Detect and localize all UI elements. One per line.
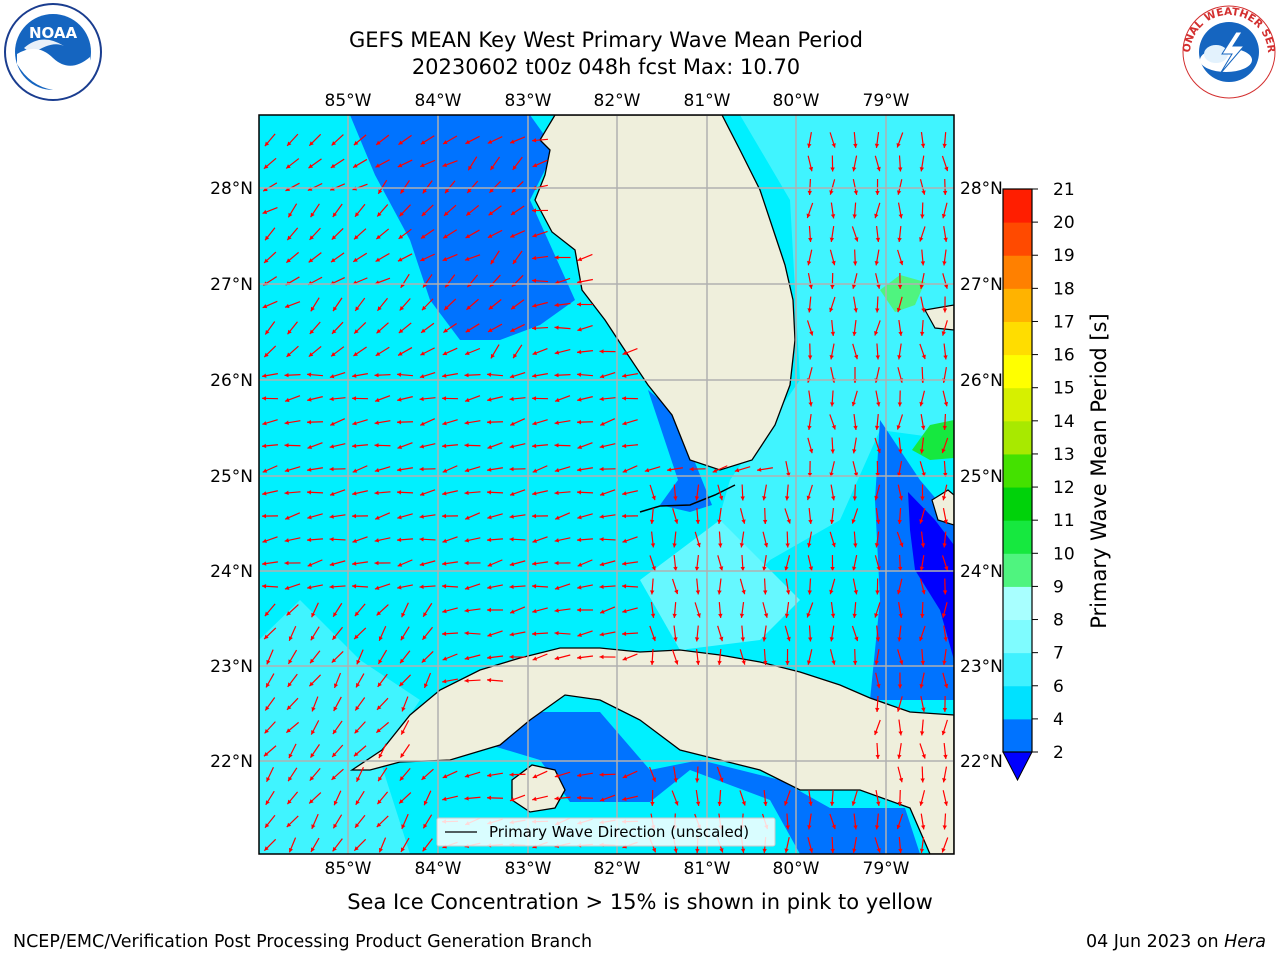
legend-label: Primary Wave Direction (unscaled)	[489, 823, 749, 841]
lon-label-bottom: 85°W	[325, 859, 372, 879]
colorbar-tick-label: 10	[1053, 544, 1075, 564]
colorbar-tick-label: 11	[1053, 511, 1075, 531]
noaa-logo-icon: NOAA	[4, 3, 102, 101]
colorbar-segment	[1003, 288, 1032, 322]
colorbar-segment	[1003, 718, 1032, 753]
isla-juventud	[511, 764, 566, 813]
field-2-4-straits	[870, 420, 954, 700]
colorbar-frame	[1002, 188, 1033, 753]
colorbar-tick-label: 20	[1053, 213, 1075, 233]
colorbar-segment	[1003, 321, 1032, 356]
colorbar-tick-label: 18	[1053, 279, 1075, 299]
colorbar: 2 4 6 7 8 9 10 11 12 13 14 15 16 17 18 19 20 21	[1002, 180, 1075, 782]
colorbar-segment	[1003, 586, 1032, 621]
lat-label-right: 27°N	[960, 275, 1003, 295]
lon-labels-bottom: 85°W 84°W 83°W 82°W 81°W 80°W 79°W	[325, 859, 910, 879]
map-legend: Primary Wave Direction (unscaled)	[436, 817, 776, 847]
lon-label-top: 81°W	[684, 91, 731, 111]
lat-label-left: 23°N	[210, 657, 253, 677]
colorbar-label: Primary Wave Mean Period [s]	[1087, 313, 1111, 629]
colorbar-segment	[1003, 354, 1032, 389]
colorbar-extend-arrow	[1002, 751, 1033, 782]
lon-label-bottom: 80°W	[773, 859, 820, 879]
graticule	[259, 115, 954, 854]
colorbar-tick-label: 21	[1053, 180, 1075, 200]
lon-label-bottom: 83°W	[505, 859, 552, 879]
noaa-logo-text: NOAA	[29, 24, 78, 42]
colorbar-tick-label: 17	[1053, 312, 1075, 332]
field-2-4-cuba-south	[490, 712, 920, 854]
colorbar-segment	[1003, 222, 1032, 256]
colorbar-tick-label: 7	[1053, 644, 1064, 664]
colorbar-tick-label: 4	[1053, 710, 1064, 730]
cuba-land	[349, 647, 954, 854]
lon-label-top: 83°W	[505, 91, 552, 111]
nws-logo-icon: NATIONAL WEATHER SERVICE	[1178, 2, 1277, 99]
colorbar-segment	[1003, 520, 1032, 554]
field-2-4-keys	[648, 390, 712, 512]
lon-labels-top: 85°W 84°W 83°W 82°W 81°W 80°W 79°W	[325, 91, 910, 111]
colorbar-tick-label: 9	[1053, 577, 1064, 597]
colorbar-segment	[1003, 652, 1032, 687]
colorbar-segment	[1003, 487, 1032, 521]
lat-label-right: 28°N	[960, 179, 1003, 199]
colorbar-tick-label: 2	[1053, 743, 1064, 763]
colorbar-segment	[1003, 685, 1032, 720]
colorbar-segment	[1003, 619, 1032, 654]
colorbar-segment	[1003, 189, 1032, 223]
lat-label-left: 28°N	[210, 179, 253, 199]
lat-labels-right: 28°N 27°N 26°N 25°N 24°N 23°N 22°N	[960, 179, 1003, 772]
footer-date-text: 04 Jun 2023 on	[1085, 932, 1225, 952]
colorbar-tick-label: 12	[1053, 478, 1075, 498]
colorbar-segment	[1003, 420, 1032, 455]
lat-label-right: 26°N	[960, 371, 1003, 391]
lat-labels-left: 28°N 27°N 26°N 25°N 24°N 23°N 22°N	[210, 179, 253, 772]
lon-label-top: 82°W	[594, 91, 641, 111]
colorbar-tick-label: 6	[1053, 677, 1064, 697]
lon-label-top: 85°W	[325, 91, 372, 111]
colorbar-segment	[1003, 553, 1032, 587]
lat-label-left: 24°N	[210, 562, 253, 582]
lat-label-left: 26°N	[210, 371, 253, 391]
map-subtitle: 20230602 t00z 048h fcst Max: 10.70	[411, 55, 801, 79]
lon-label-bottom: 84°W	[415, 859, 462, 879]
colorbar-tick-label: 8	[1053, 611, 1064, 631]
map-frame	[258, 114, 955, 855]
colorbar-tick-label: 15	[1053, 379, 1075, 399]
colorbar-tick-label: 19	[1053, 246, 1075, 266]
footer-host: Hera	[1224, 932, 1266, 952]
lat-label-right: 25°N	[960, 467, 1003, 487]
lon-label-top: 79°W	[863, 91, 910, 111]
lat-label-left: 22°N	[210, 752, 253, 772]
sea-ice-note: Sea Ice Concentration > 15% is shown in …	[347, 890, 933, 914]
lon-label-bottom: 81°W	[684, 859, 731, 879]
florida-land	[534, 115, 796, 471]
lon-label-bottom: 79°W	[863, 859, 910, 879]
colorbar-segment	[1003, 453, 1032, 488]
colorbar-tick-label: 14	[1053, 412, 1075, 432]
wave-direction-arrows	[261, 131, 949, 854]
lon-label-bottom: 82°W	[594, 859, 641, 879]
footer-date: 04 Jun 2023 on Hera	[1086, 932, 1266, 952]
colorbar-tick-label: 13	[1053, 445, 1075, 465]
lat-label-left: 27°N	[210, 275, 253, 295]
colorbar-tick-label: 16	[1053, 346, 1075, 366]
colorbar-segment	[1003, 387, 1032, 422]
colorbar-segment	[1003, 255, 1032, 289]
lat-label-right: 22°N	[960, 752, 1003, 772]
lon-label-top: 84°W	[415, 91, 462, 111]
lat-label-right: 24°N	[960, 562, 1003, 582]
field-6-7-sw	[259, 600, 420, 854]
field-below-2	[908, 492, 954, 660]
lat-label-left: 25°N	[210, 467, 253, 487]
lat-label-right: 23°N	[960, 657, 1003, 677]
footer-credit: NCEP/EMC/Verification Post Processing Pr…	[13, 932, 593, 952]
lon-label-top: 80°W	[773, 91, 820, 111]
map-title: GEFS MEAN Key West Primary Wave Mean Per…	[349, 28, 863, 52]
florida-keys	[639, 484, 736, 513]
